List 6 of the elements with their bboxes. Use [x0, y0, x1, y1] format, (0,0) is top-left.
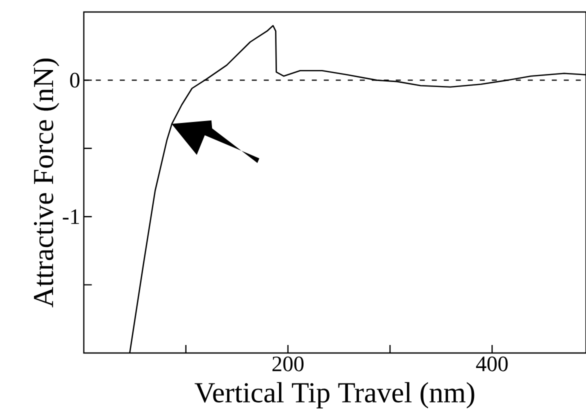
x-axis-title: Vertical Tip Travel (nm) [194, 382, 474, 408]
y-tick-label: -1 [62, 209, 79, 224]
x-tick-label: 400 [476, 356, 508, 372]
y-axis-title: Attractive Force (nN) [32, 58, 60, 308]
y-tick-label: 0 [70, 72, 80, 88]
x-tick-label: 200 [272, 356, 304, 372]
